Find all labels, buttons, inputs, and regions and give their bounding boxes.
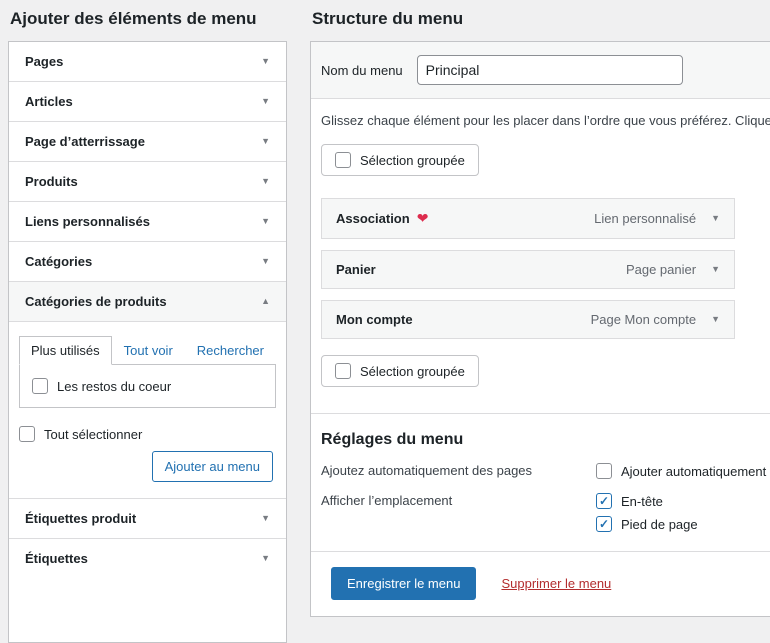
accordion-label: Étiquettes (25, 551, 88, 566)
bulk-select-checkbox[interactable] (335, 152, 351, 168)
drag-hint-text: Glissez chaque élément pour les placer d… (321, 113, 770, 128)
menu-item-my-account[interactable]: Mon compte Page Mon compte ▼ (321, 300, 735, 339)
chevron-down-icon: ▼ (261, 513, 270, 523)
accordion-articles[interactable]: Articles ▼ (9, 81, 286, 121)
chevron-down-icon: ▼ (261, 256, 270, 266)
auto-add-checkbox[interactable] (596, 463, 612, 479)
accordion-label: Catégories (25, 254, 93, 269)
bulk-select-label: Sélection groupée (360, 152, 465, 168)
accordion-categories[interactable]: Catégories ▼ (9, 241, 286, 281)
accordion-box: Pages ▼ Articles ▼ Page d’atterrissage ▼… (8, 41, 287, 643)
menu-name-input[interactable] (416, 55, 683, 85)
location-footer-option[interactable]: Pied de page (596, 516, 698, 532)
select-all-checkbox[interactable] (19, 426, 35, 442)
menu-item-type: Page panier (625, 262, 697, 277)
select-all-row[interactable]: Tout sélectionner (19, 426, 276, 442)
menu-edit-box: Nom du menu Glissez chaque élément pour … (310, 41, 770, 617)
category-checkbox[interactable] (32, 378, 48, 394)
menu-item-title: Panier (336, 262, 376, 277)
chevron-down-icon: ▼ (261, 216, 270, 226)
chevron-down-icon: ▼ (261, 96, 270, 106)
add-button-row: Ajouter au menu (19, 451, 276, 482)
location-header-option[interactable]: En-tête (596, 493, 698, 509)
auto-add-label: Ajoutez automatiquement des pages (321, 463, 533, 478)
chevron-down-icon: ▼ (261, 176, 270, 186)
auto-add-option[interactable]: Ajouter automatiquement (596, 463, 766, 479)
bulk-select-bottom[interactable]: Sélection groupée (321, 355, 479, 387)
header-label: En-tête (621, 493, 663, 509)
menu-item-association[interactable]: Association ❤ Lien personnalisé ▼ (321, 198, 735, 239)
chevron-down-icon[interactable]: ▼ (711, 314, 720, 324)
accordion-tags[interactable]: Étiquettes ▼ (9, 538, 286, 578)
accordion-product-categories[interactable]: Catégories de produits ▲ (9, 281, 286, 321)
menu-items-list: Association ❤ Lien personnalisé ▼ Panier… (321, 198, 735, 339)
accordion-landing-page[interactable]: Page d’atterrissage ▼ (9, 121, 286, 161)
tab-view-all[interactable]: Tout voir (123, 343, 173, 358)
tab-search[interactable]: Rechercher (196, 343, 264, 358)
accordion-pages[interactable]: Pages ▼ (9, 42, 286, 81)
display-location-label: Afficher l’emplacement (321, 493, 453, 508)
bulk-select-checkbox[interactable] (335, 363, 351, 379)
chevron-down-icon: ▼ (261, 136, 270, 146)
menu-item-type: Page Mon compte (590, 312, 697, 327)
category-list-panel: Les restos du coeur (19, 364, 276, 408)
bulk-select-label: Sélection groupée (360, 363, 465, 379)
menu-footer: Enregistrer le menu Supprimer le menu (311, 551, 770, 616)
header-checkbox[interactable] (596, 493, 612, 509)
product-categories-content: Plus utilisés Tout voir Rechercher Les r… (9, 321, 286, 498)
tab-most-used[interactable]: Plus utilisés (19, 336, 112, 365)
delete-menu-link[interactable]: Supprimer le menu (501, 576, 612, 591)
menu-item-title: Mon compte (336, 312, 413, 327)
accordion-custom-links[interactable]: Liens personnalisés ▼ (9, 201, 286, 241)
menu-body: Glissez chaque élément pour les placer d… (311, 99, 770, 616)
add-menu-items-panel: Ajouter des éléments de menu Pages ▼ Art… (8, 8, 287, 643)
chevron-down-icon[interactable]: ▼ (711, 264, 720, 274)
menu-structure-panel: Structure du menu Nom du menu Glissez ch… (310, 8, 770, 617)
menu-item-title: Association (336, 211, 410, 226)
accordion-label: Articles (25, 94, 73, 109)
select-all-label: Tout sélectionner (44, 426, 143, 442)
category-label: Les restos du coeur (57, 378, 172, 394)
chevron-down-icon: ▼ (261, 56, 270, 66)
category-item[interactable]: Les restos du coeur (32, 378, 263, 394)
bulk-select-top[interactable]: Sélection groupée (321, 144, 479, 176)
auto-add-setting-row: Ajoutez automatiquement des pages Ajoute… (321, 463, 770, 479)
menu-item-cart[interactable]: Panier Page panier ▼ (321, 250, 735, 289)
footer-label: Pied de page (621, 516, 698, 532)
location-options: En-tête Pied de page (596, 493, 698, 532)
menu-name-label: Nom du menu (321, 62, 403, 78)
settings-divider (311, 413, 770, 414)
accordion-products[interactable]: Produits ▼ (9, 161, 286, 201)
auto-add-checkbox-label: Ajouter automatiquement (621, 463, 767, 479)
save-menu-button[interactable]: Enregistrer le menu (331, 567, 477, 600)
accordion-label: Pages (25, 54, 64, 69)
footer-checkbox[interactable] (596, 516, 612, 532)
chevron-down-icon: ▼ (261, 553, 270, 563)
menu-settings-title: Réglages du menu (321, 431, 464, 448)
display-location-setting-row: Afficher l’emplacement En-tête Pied de p… (321, 493, 770, 532)
accordion-label: Étiquettes produit (25, 511, 137, 526)
accordion-label: Liens personnalisés (25, 214, 150, 229)
menu-item-type: Lien personnalisé (594, 211, 697, 226)
add-items-title: Ajouter des éléments de menu (10, 9, 257, 28)
add-to-menu-button[interactable]: Ajouter au menu (151, 451, 273, 482)
accordion-label: Catégories de produits (25, 294, 167, 309)
accordion-product-tags[interactable]: Étiquettes produit ▼ (9, 498, 286, 538)
accordion-label: Page d’atterrissage (25, 134, 145, 149)
structure-title: Structure du menu (312, 9, 464, 28)
chevron-down-icon[interactable]: ▼ (711, 213, 720, 223)
heart-icon: ❤ (416, 210, 429, 226)
chevron-up-icon: ▲ (261, 296, 270, 306)
menu-name-header: Nom du menu (311, 42, 770, 99)
accordion-label: Produits (25, 174, 78, 189)
category-tabs: Plus utilisés Tout voir Rechercher (19, 336, 276, 365)
